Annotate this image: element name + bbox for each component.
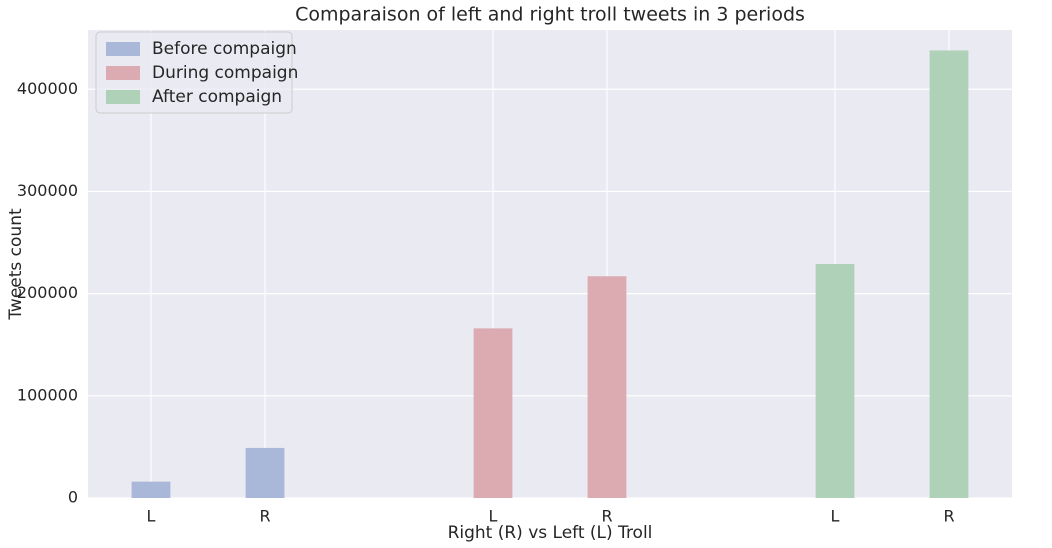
- legend-label: After compaign: [152, 87, 282, 107]
- x-tick-label: R: [943, 507, 954, 526]
- chart-title: Comparaison of left and right troll twee…: [295, 4, 805, 26]
- legend-box: [95, 31, 293, 114]
- bar: [815, 264, 855, 498]
- x-axis-label: Right (R) vs Left (L) Troll: [448, 523, 653, 543]
- y-tick-label: 300000: [17, 181, 78, 200]
- y-tick-label: 100000: [17, 385, 78, 404]
- legend-swatch: [106, 66, 140, 80]
- legend: Before compaign During compaign After comp…: [95, 31, 298, 114]
- y-tick-label: 200000: [17, 283, 78, 302]
- y-axis-label: Tweets count: [6, 208, 26, 321]
- x-tick-label: R: [601, 507, 612, 526]
- legend-swatch: [106, 42, 140, 56]
- legend-label: Before compaign: [152, 39, 297, 59]
- legend-swatch: [106, 90, 140, 104]
- bar: [131, 481, 171, 498]
- legend-label: During compaign: [152, 63, 298, 83]
- y-tick-label: 400000: [17, 79, 78, 98]
- bar: [929, 50, 969, 499]
- x-tick-label: L: [831, 507, 840, 526]
- x-tick-label: R: [259, 507, 270, 526]
- bar: [587, 276, 627, 498]
- bar: [245, 447, 285, 498]
- bar: [473, 328, 513, 498]
- x-tick-label: L: [147, 507, 156, 526]
- x-tick-label: L: [489, 507, 498, 526]
- y-tick-label: 0: [68, 488, 78, 507]
